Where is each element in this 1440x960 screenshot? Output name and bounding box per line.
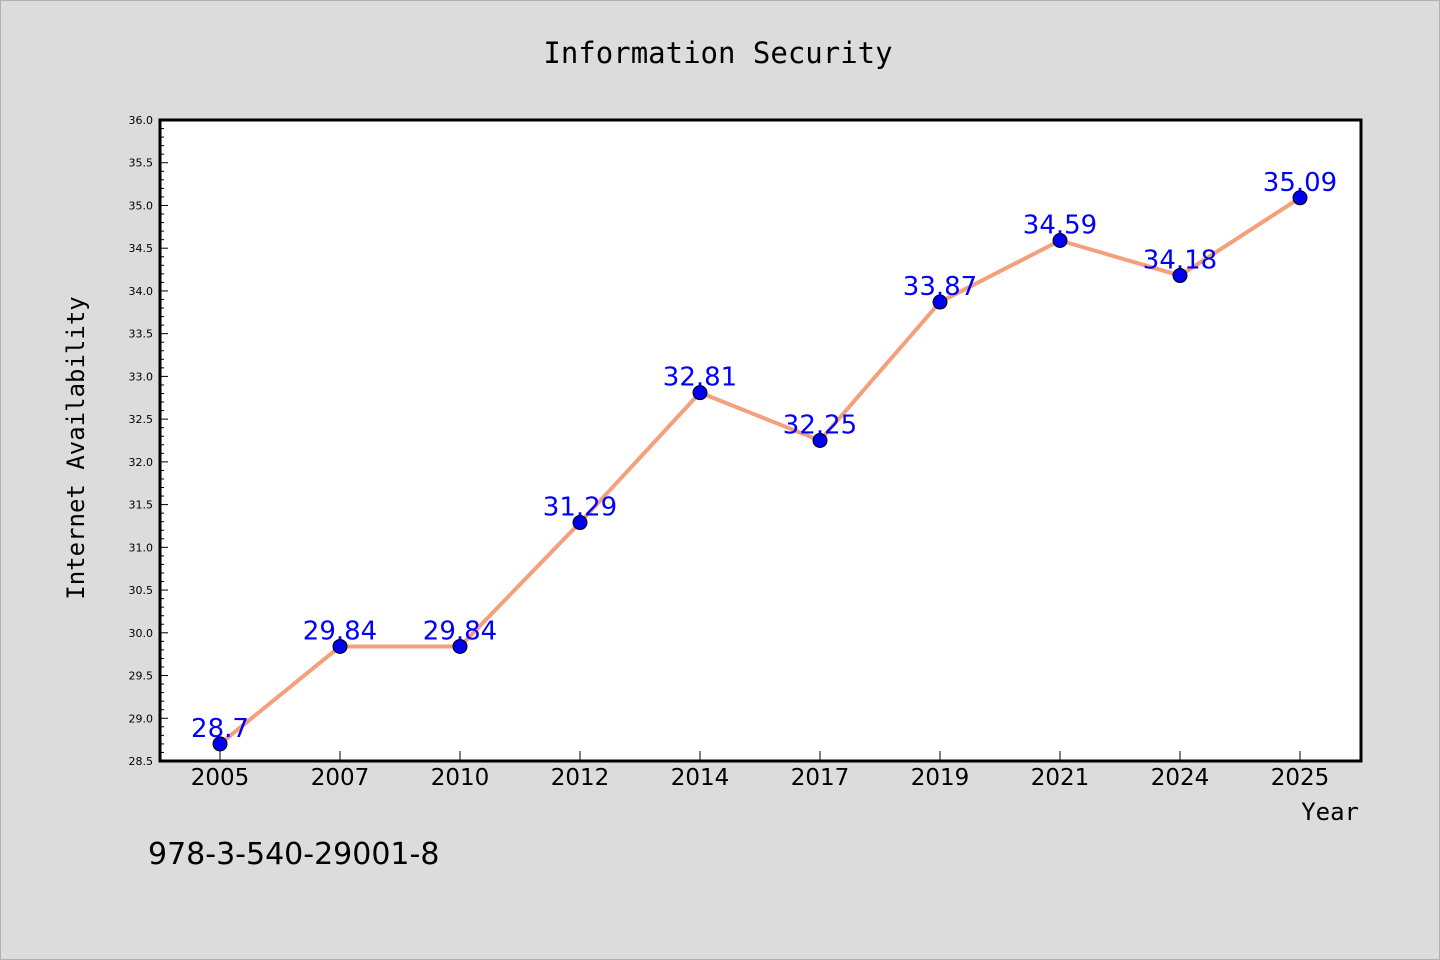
y-axis-title: Internet Availability bbox=[62, 296, 90, 599]
data-point bbox=[1292, 190, 1308, 206]
series-line bbox=[218, 195, 1302, 746]
x-tick-label: 2007 bbox=[311, 765, 370, 791]
x-tick-label: 2012 bbox=[551, 765, 610, 791]
y-tick-label: 28.5 bbox=[129, 755, 154, 768]
data-label: 29.84 bbox=[423, 616, 497, 646]
data-point bbox=[932, 294, 948, 310]
y-tick-label: 33.5 bbox=[129, 328, 154, 341]
x-tick-label: 2014 bbox=[671, 765, 730, 791]
data-point bbox=[572, 515, 588, 531]
y-tick-label: 31.0 bbox=[129, 541, 154, 554]
y-tick-label: 34.0 bbox=[129, 285, 154, 298]
data-point bbox=[812, 433, 828, 448]
data-point bbox=[1172, 268, 1188, 284]
y-tick-label: 30.5 bbox=[129, 584, 154, 597]
y-tick-label: 32.5 bbox=[129, 413, 154, 426]
series-line-group bbox=[218, 195, 1302, 746]
y-tick-label: 29.0 bbox=[129, 712, 154, 725]
data-label: 33.87 bbox=[903, 272, 977, 302]
y-tick-label: 33.0 bbox=[129, 370, 154, 383]
data-label: 31.29 bbox=[543, 493, 617, 523]
y-tick-label: 31.5 bbox=[129, 499, 154, 512]
x-tick-label: 2017 bbox=[791, 765, 850, 791]
y-axis: 28.5 29.0 29.5 30.0 30.5 31.0 31.5 32.0 32.5 33.0… bbox=[129, 114, 168, 768]
y-tick-label: 34.5 bbox=[129, 242, 154, 255]
data-label: 34.59 bbox=[1023, 211, 1097, 241]
x-tick-label: 2025 bbox=[1271, 765, 1330, 791]
x-tick-label: 2010 bbox=[431, 765, 490, 791]
y-tick-label: 29.5 bbox=[129, 670, 154, 683]
data-labels: 28.7 29.84 29.84 31.29 32.81 32.25 33.87 34.59 3… bbox=[191, 168, 1337, 744]
data-point bbox=[692, 385, 708, 401]
x-axis-title: Year bbox=[1301, 798, 1359, 826]
x-tick-label: 2024 bbox=[1151, 765, 1210, 791]
data-point bbox=[212, 736, 228, 752]
y-tick-label: 35.0 bbox=[129, 199, 154, 212]
data-label: 34.18 bbox=[1143, 246, 1217, 276]
x-tick-label: 2019 bbox=[911, 765, 970, 791]
x-tick-label: 2021 bbox=[1031, 765, 1090, 791]
data-label: 35.09 bbox=[1263, 168, 1337, 198]
data-label: 32.25 bbox=[783, 411, 857, 441]
y-tick-label: 35.5 bbox=[129, 157, 154, 170]
y-tick-label: 32.0 bbox=[129, 456, 154, 469]
footnote-isbn: 978-3-540-29001-8 bbox=[148, 837, 439, 872]
data-label: 32.81 bbox=[663, 363, 737, 393]
y-tick-label: 36.0 bbox=[129, 114, 154, 127]
y-tick-label: 30.0 bbox=[129, 627, 154, 640]
data-point bbox=[1052, 233, 1068, 249]
data-label: 28.7 bbox=[191, 714, 249, 744]
x-tick-label: 2005 bbox=[191, 765, 250, 791]
x-axis: 2005 2007 2010 2012 2014 2017 2019 2021 2024 2025 bbox=[191, 751, 1330, 791]
data-label: 29.84 bbox=[303, 616, 377, 646]
data-markers bbox=[212, 190, 1308, 752]
data-point bbox=[452, 638, 468, 654]
plot-area bbox=[158, 118, 1363, 763]
chart-title: Information Security bbox=[543, 36, 892, 70]
data-point bbox=[332, 638, 348, 654]
